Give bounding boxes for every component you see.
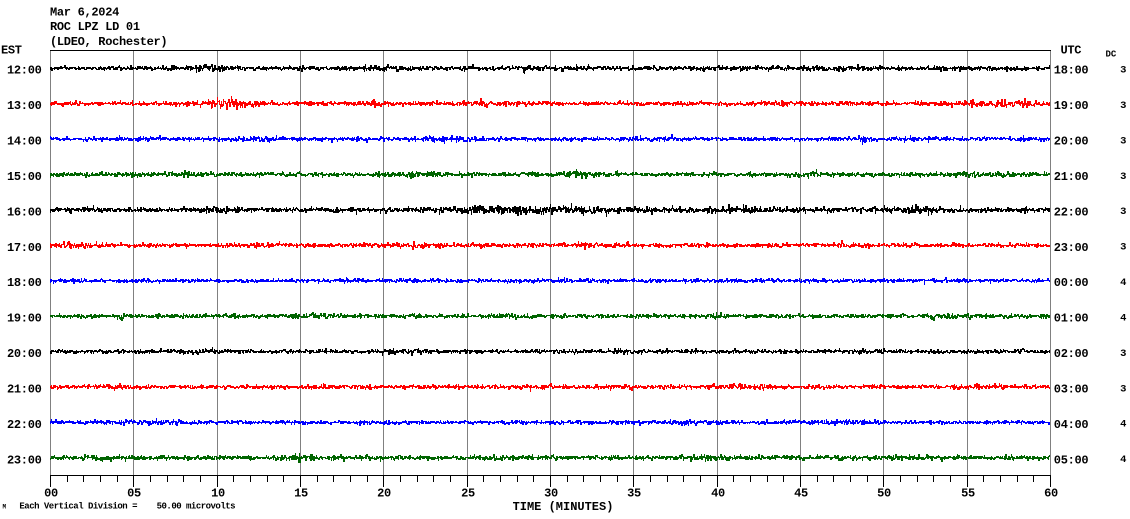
svg-text:10: 10 <box>211 487 225 501</box>
svg-text:20:00: 20:00 <box>7 347 42 361</box>
svg-text:35: 35 <box>627 487 641 501</box>
svg-text:05: 05 <box>127 487 141 501</box>
svg-text:04:00: 04:00 <box>1054 418 1089 432</box>
svg-text:00: 00 <box>44 487 58 501</box>
svg-text:17:00: 17:00 <box>7 241 42 255</box>
svg-text:DC: DC <box>1106 50 1117 60</box>
svg-text:30: 30 <box>544 487 558 501</box>
svg-text:21:00: 21:00 <box>7 382 42 396</box>
svg-text:25: 25 <box>461 487 475 501</box>
svg-text:3: 3 <box>1120 171 1126 183</box>
svg-text:3: 3 <box>1120 206 1126 218</box>
svg-text:3: 3 <box>1120 65 1126 77</box>
svg-text:4: 4 <box>1120 312 1126 324</box>
svg-text:3: 3 <box>1120 135 1126 147</box>
svg-text:EST: EST <box>1 44 22 58</box>
svg-text:23:00: 23:00 <box>7 453 42 467</box>
svg-text:21:00: 21:00 <box>1054 170 1089 184</box>
svg-text:01:00: 01:00 <box>1054 312 1089 326</box>
svg-text:55: 55 <box>961 487 975 501</box>
svg-text:45: 45 <box>794 487 808 501</box>
svg-text:22:00: 22:00 <box>1054 205 1089 219</box>
svg-text:18:00: 18:00 <box>7 276 42 290</box>
svg-text:3: 3 <box>1120 100 1126 112</box>
svg-text:4: 4 <box>1120 277 1126 289</box>
svg-text:40: 40 <box>711 487 725 501</box>
svg-text:19:00: 19:00 <box>1054 99 1089 113</box>
svg-text:TIME (MINUTES): TIME (MINUTES) <box>513 500 614 514</box>
svg-text:13:00: 13:00 <box>7 99 42 113</box>
svg-text:03:00: 03:00 <box>1054 382 1089 396</box>
svg-text:3: 3 <box>1120 242 1126 254</box>
svg-text:3: 3 <box>1120 383 1126 395</box>
svg-text:60: 60 <box>1044 487 1058 501</box>
svg-text:12:00: 12:00 <box>7 64 42 78</box>
svg-text:ROC LPZ LD 01: ROC LPZ LD 01 <box>50 20 140 34</box>
svg-text:16:00: 16:00 <box>7 205 42 219</box>
svg-text:20:00: 20:00 <box>1054 135 1089 149</box>
svg-text:Each Vertical Division = 50: Each Vertical Division = 50.00 microvolt… <box>19 502 235 512</box>
svg-text:15:00: 15:00 <box>7 170 42 184</box>
svg-text:22:00: 22:00 <box>7 418 42 432</box>
svg-text:(LDEO, Rochester): (LDEO, Rochester) <box>50 35 167 49</box>
svg-text:23:00: 23:00 <box>1054 241 1089 255</box>
svg-text:Mar 6,2024: Mar 6,2024 <box>50 6 119 20</box>
svg-text:M: M <box>3 504 7 511</box>
svg-text:20: 20 <box>377 487 391 501</box>
svg-text:4: 4 <box>1120 419 1126 431</box>
svg-text:19:00: 19:00 <box>7 312 42 326</box>
svg-text:02:00: 02:00 <box>1054 347 1089 361</box>
svg-text:14:00: 14:00 <box>7 135 42 149</box>
svg-text:3: 3 <box>1120 348 1126 360</box>
svg-text:4: 4 <box>1120 454 1126 466</box>
svg-text:UTC: UTC <box>1061 44 1082 58</box>
svg-text:00:00: 00:00 <box>1054 276 1089 290</box>
svg-text:05:00: 05:00 <box>1054 453 1089 467</box>
svg-text:15: 15 <box>294 487 308 501</box>
svg-text:18:00: 18:00 <box>1054 64 1089 78</box>
svg-text:50: 50 <box>877 487 891 501</box>
